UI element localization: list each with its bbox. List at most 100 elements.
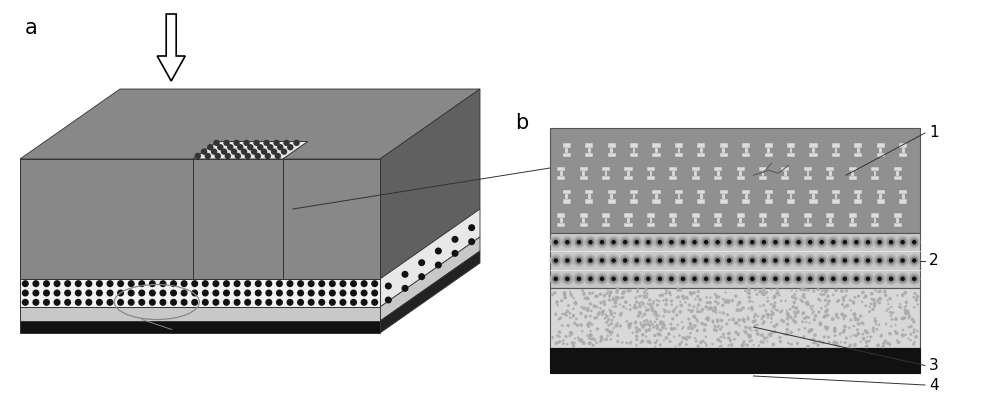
Circle shape (876, 329, 878, 330)
Circle shape (128, 299, 134, 305)
Circle shape (761, 291, 762, 292)
Circle shape (717, 320, 718, 322)
Circle shape (679, 289, 682, 291)
Circle shape (234, 299, 240, 305)
Circle shape (828, 273, 839, 284)
Circle shape (635, 259, 638, 262)
Circle shape (806, 316, 808, 318)
Circle shape (564, 313, 566, 315)
Polygon shape (762, 171, 764, 176)
Circle shape (601, 277, 604, 280)
Circle shape (596, 342, 597, 343)
Circle shape (630, 343, 631, 344)
Circle shape (587, 298, 589, 300)
Polygon shape (697, 199, 705, 204)
Circle shape (681, 342, 682, 343)
Circle shape (784, 239, 790, 246)
Circle shape (838, 346, 840, 348)
Circle shape (706, 302, 707, 303)
Circle shape (787, 313, 789, 316)
Polygon shape (759, 223, 767, 227)
Circle shape (835, 328, 836, 330)
Circle shape (793, 237, 804, 248)
Circle shape (756, 294, 758, 295)
Circle shape (683, 327, 684, 328)
Circle shape (820, 300, 821, 301)
Circle shape (298, 281, 303, 287)
Polygon shape (669, 214, 677, 218)
Circle shape (851, 273, 862, 284)
Circle shape (684, 337, 686, 339)
Circle shape (728, 277, 731, 280)
Circle shape (597, 328, 599, 330)
Circle shape (914, 292, 916, 294)
Circle shape (75, 290, 81, 296)
Circle shape (762, 259, 765, 262)
Circle shape (700, 311, 702, 312)
Circle shape (272, 149, 277, 154)
Polygon shape (812, 194, 815, 199)
Circle shape (636, 335, 638, 337)
Polygon shape (624, 176, 633, 180)
Circle shape (866, 241, 869, 244)
Polygon shape (655, 194, 658, 199)
Circle shape (675, 308, 676, 309)
Circle shape (689, 292, 692, 294)
Circle shape (823, 316, 825, 318)
Circle shape (620, 314, 621, 316)
Circle shape (225, 154, 230, 159)
Circle shape (853, 239, 860, 246)
Circle shape (245, 290, 250, 296)
Circle shape (904, 292, 907, 294)
Circle shape (805, 273, 816, 284)
Circle shape (790, 309, 791, 310)
Circle shape (879, 298, 881, 300)
Circle shape (825, 291, 827, 293)
Circle shape (873, 303, 876, 305)
Circle shape (255, 154, 260, 159)
Circle shape (709, 307, 711, 309)
Circle shape (655, 311, 656, 313)
Circle shape (705, 241, 708, 244)
Circle shape (864, 330, 867, 332)
Circle shape (650, 321, 651, 323)
Circle shape (795, 275, 802, 282)
Circle shape (670, 259, 673, 262)
Circle shape (712, 255, 723, 266)
Circle shape (865, 345, 868, 348)
Polygon shape (565, 194, 568, 199)
Circle shape (97, 281, 102, 287)
Circle shape (880, 335, 882, 337)
Circle shape (762, 315, 765, 318)
Polygon shape (879, 147, 882, 153)
Circle shape (818, 257, 825, 264)
Circle shape (766, 313, 769, 316)
Circle shape (610, 257, 617, 264)
Circle shape (808, 290, 809, 291)
Circle shape (181, 281, 187, 287)
Circle shape (805, 237, 816, 248)
Circle shape (670, 277, 673, 280)
Circle shape (636, 339, 638, 340)
Circle shape (876, 239, 883, 246)
Circle shape (298, 299, 303, 305)
Circle shape (835, 313, 838, 316)
Circle shape (556, 301, 558, 303)
Circle shape (728, 337, 729, 339)
Circle shape (807, 303, 809, 305)
Circle shape (797, 241, 800, 244)
Circle shape (728, 259, 731, 262)
Circle shape (570, 332, 572, 334)
Circle shape (889, 297, 891, 300)
Polygon shape (694, 218, 697, 223)
Circle shape (821, 307, 822, 309)
Circle shape (735, 255, 746, 266)
Polygon shape (714, 214, 722, 218)
Circle shape (844, 325, 846, 328)
Circle shape (862, 291, 864, 294)
Circle shape (656, 239, 663, 246)
Circle shape (884, 294, 887, 297)
Circle shape (622, 292, 624, 294)
Polygon shape (871, 167, 879, 171)
Circle shape (793, 273, 804, 284)
